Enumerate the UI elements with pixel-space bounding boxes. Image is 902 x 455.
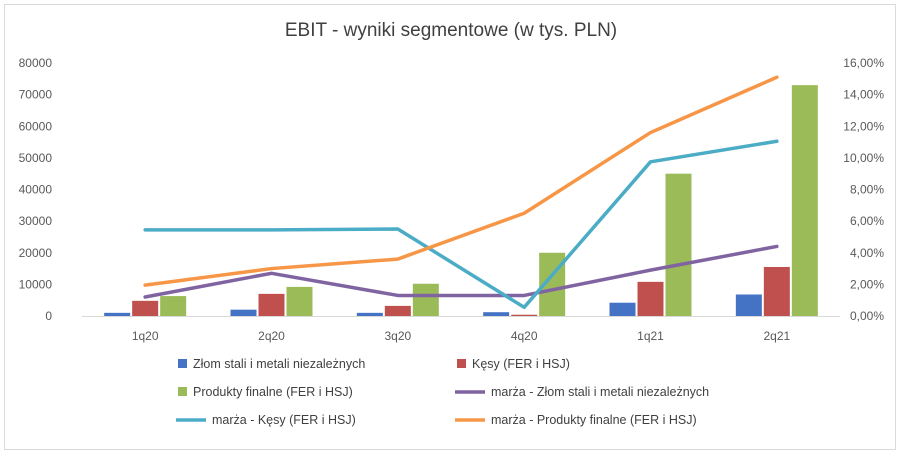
legend-label: marża - Złom stali i metali niezależnych [491,385,709,399]
bar [132,300,159,316]
series-line [143,244,779,299]
y-right-tick-label: 12,00% [843,119,884,133]
bar [160,296,187,316]
y-left-tick-label: 60000 [19,119,53,133]
y-right-tick-label: 16,00% [843,56,884,70]
x-tick-label: 2q20 [258,329,285,343]
bar [791,85,818,316]
legend-label: Złom stali i metali niezależnych [193,357,365,371]
y-left-tick-label: 0 [45,309,52,323]
x-tick-label: 4q20 [511,329,538,343]
bar [665,173,692,316]
bar [483,312,510,316]
chart-title: EBIT - wyniki segmentowe (w tys. PLN) [285,20,617,41]
bar [356,312,383,316]
bar [384,305,411,316]
x-tick-label: 1q21 [637,329,664,343]
series-line [143,139,779,310]
bar [511,314,538,316]
legend-label: Produkty finalne (FER i HSJ) [193,385,353,399]
y-left-tick-label: 80000 [19,56,53,70]
y-right-tick-label: 2,00% [850,277,884,291]
bar [412,283,439,316]
legend-label: Kęsy (FER i HSJ) [472,357,570,371]
legend-label: marża - Produkty finalne (FER i HSJ) [491,413,697,427]
y-right-tick-label: 4,00% [850,246,884,260]
bar [258,293,285,316]
bar [104,312,131,316]
bar [763,266,790,316]
bar [637,281,664,316]
legend-swatch [178,359,187,368]
bar [286,286,313,316]
bar [230,309,257,316]
chart-frame [4,4,896,450]
y-left-tick-label: 70000 [19,88,53,102]
legend-swatch [457,359,466,368]
bar [735,294,762,316]
y-left-tick-label: 50000 [19,151,53,165]
bar [609,302,636,316]
x-tick-label: 1q20 [132,329,159,343]
y-left-tick-label: 40000 [19,183,53,197]
y-left-tick-label: 10000 [19,277,53,291]
y-right-tick-label: 14,00% [843,88,884,102]
y-left-tick-label: 30000 [19,214,53,228]
y-left-tick-label: 20000 [19,246,53,260]
y-right-tick-label: 0,00% [850,309,884,323]
x-tick-label: 2q21 [763,329,790,343]
y-right-tick-label: 10,00% [843,151,884,165]
legend-label: marża - Kęsy (FER i HSJ) [212,413,356,427]
y-right-tick-label: 6,00% [850,214,884,228]
x-tick-label: 3q20 [384,329,411,343]
series-line [143,75,779,287]
legend-swatch [178,387,187,396]
y-right-tick-label: 8,00% [850,183,884,197]
